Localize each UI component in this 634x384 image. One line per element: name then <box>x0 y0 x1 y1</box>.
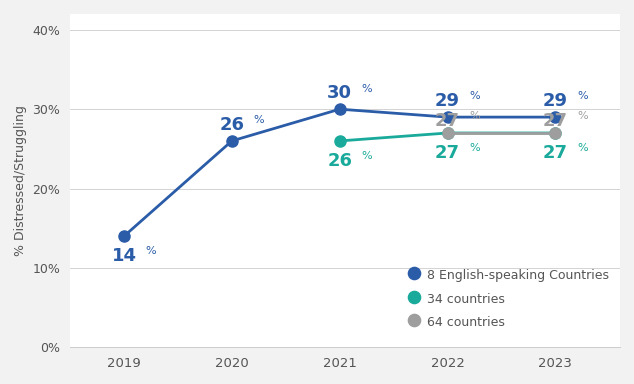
Line: 8 English-speaking Countries: 8 English-speaking Countries <box>119 104 561 242</box>
Text: %: % <box>469 111 480 121</box>
Text: %: % <box>469 143 480 153</box>
Text: 29: 29 <box>543 92 568 110</box>
34 countries <box>336 139 344 143</box>
8 English-speaking Countries <box>444 115 451 119</box>
8 English-speaking Countries <box>228 139 236 143</box>
8 English-speaking Countries <box>120 234 128 238</box>
Y-axis label: % Distressed/Struggling: % Distressed/Struggling <box>14 105 27 256</box>
34 countries <box>444 131 451 135</box>
Text: %: % <box>361 151 372 161</box>
Text: %: % <box>577 111 588 121</box>
Text: %: % <box>146 246 156 256</box>
8 English-speaking Countries <box>552 115 559 119</box>
Text: %: % <box>577 91 588 101</box>
Text: 26: 26 <box>327 152 352 170</box>
34 countries <box>552 131 559 135</box>
64 countries <box>552 131 559 135</box>
Text: 27: 27 <box>435 112 460 130</box>
8 English-speaking Countries <box>336 107 344 111</box>
Text: %: % <box>577 143 588 153</box>
Line: 34 countries: 34 countries <box>334 127 561 146</box>
Text: 14: 14 <box>112 247 136 265</box>
Text: %: % <box>469 91 480 101</box>
Text: %: % <box>361 84 372 94</box>
Text: 27: 27 <box>435 144 460 162</box>
64 countries <box>444 131 451 135</box>
Text: 26: 26 <box>219 116 244 134</box>
Text: 27: 27 <box>543 112 568 130</box>
Legend: 8 English-speaking Countries, 34 countries, 64 countries: 8 English-speaking Countries, 34 countri… <box>406 263 614 334</box>
Text: 29: 29 <box>435 92 460 110</box>
Text: 30: 30 <box>327 84 352 102</box>
Text: %: % <box>254 115 264 125</box>
Line: 64 countries: 64 countries <box>442 127 561 139</box>
Text: 27: 27 <box>543 144 568 162</box>
